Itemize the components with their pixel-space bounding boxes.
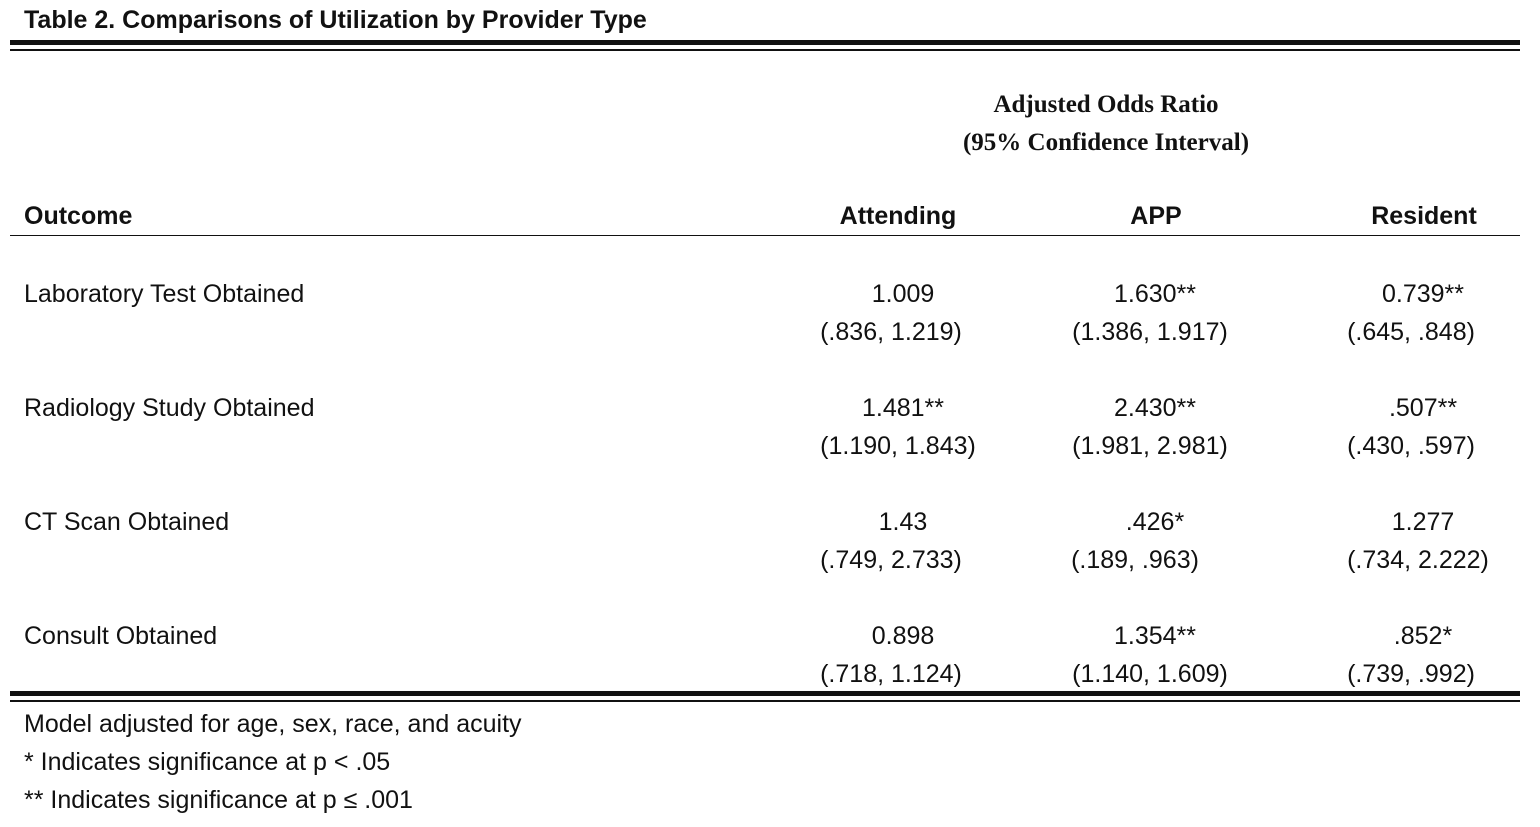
attending-confidence-interval: (.836, 1.219) [820,318,962,346]
app-column-header: APP [1130,202,1182,230]
top-thick-rule [10,40,1520,45]
column-group-header-line1: Adjusted Odds Ratio [993,91,1219,118]
app-odds-ratio: 2.430** [1113,394,1197,422]
bottom-thin-rule [10,700,1520,702]
app-confidence-interval: (.189, .963) [1071,546,1199,574]
attending-confidence-interval: (1.190, 1.843) [820,432,976,460]
table-note: * Indicates significance at p < .05 [24,748,391,776]
row-label: Consult Obtained [24,622,218,650]
attending-confidence-interval: (.718, 1.124) [820,660,962,688]
table-note: ** Indicates significance at p ≤ .001 [24,786,413,814]
row-label: Radiology Study Obtained [24,394,315,422]
resident-odds-ratio: .507** [1388,394,1458,422]
resident-odds-ratio: .852* [1393,622,1453,650]
attending-odds-ratio: 1.43 [878,508,928,536]
top-thin-rule [10,49,1520,51]
app-confidence-interval: (1.981, 2.981) [1072,432,1228,460]
resident-confidence-interval: (.734, 2.222) [1347,546,1489,574]
resident-column-header: Resident [1371,202,1477,230]
attending-column-header: Attending [839,202,957,230]
app-confidence-interval: (1.386, 1.917) [1072,318,1228,346]
outcome-column-header: Outcome [24,202,133,230]
resident-confidence-interval: (.739, .992) [1347,660,1475,688]
header-rule [10,235,1520,236]
app-odds-ratio: .426* [1125,508,1185,536]
attending-odds-ratio: 0.898 [871,622,935,650]
resident-confidence-interval: (.430, .597) [1347,432,1475,460]
app-odds-ratio: 1.354** [1113,622,1197,650]
attending-odds-ratio: 1.009 [871,280,935,308]
attending-odds-ratio: 1.481** [861,394,945,422]
app-confidence-interval: (1.140, 1.609) [1072,660,1228,688]
column-group-header-line2: (95% Confidence Interval) [962,129,1250,156]
attending-confidence-interval: (.749, 2.733) [820,546,962,574]
table-title: Table 2. Comparisons of Utilization by P… [24,6,647,34]
resident-odds-ratio: 1.277 [1391,508,1455,536]
bottom-thick-rule [10,691,1520,696]
table-note: Model adjusted for age, sex, race, and a… [24,710,522,738]
resident-confidence-interval: (.645, .848) [1347,318,1475,346]
resident-odds-ratio: 0.739** [1381,280,1465,308]
app-odds-ratio: 1.630** [1113,280,1197,308]
row-label: Laboratory Test Obtained [24,280,305,308]
row-label: CT Scan Obtained [24,508,230,536]
